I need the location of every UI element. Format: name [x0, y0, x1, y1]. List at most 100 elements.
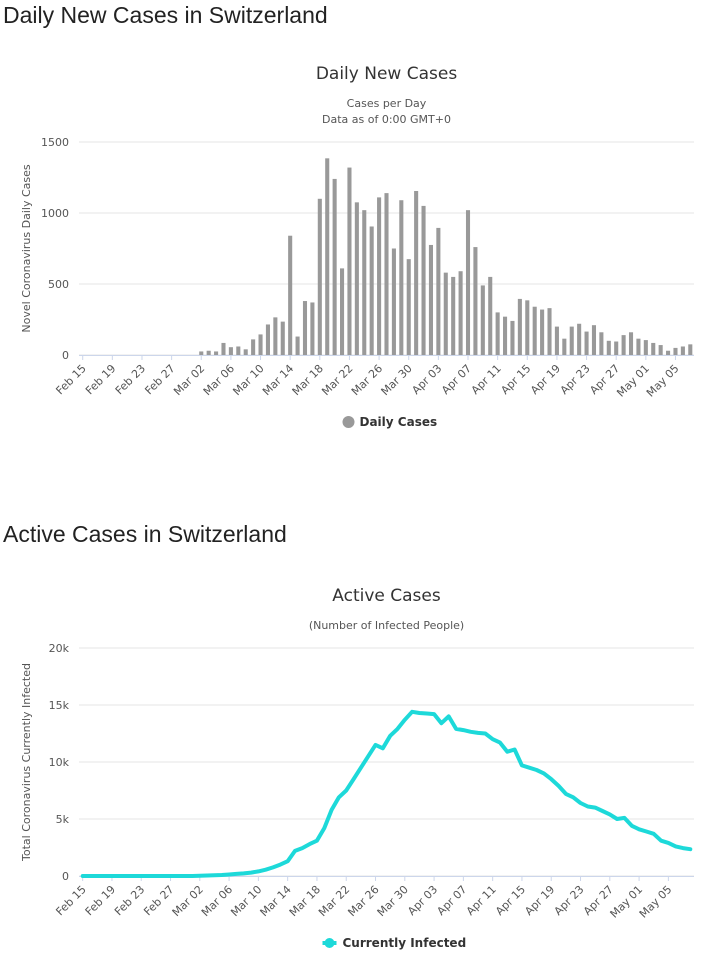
bar — [436, 227, 441, 355]
section-title-active-cases: Active Cases in Switzerland — [3, 521, 287, 547]
bar — [517, 298, 522, 355]
section-title-daily-cases: Daily New Cases in Switzerland — [3, 2, 328, 28]
x-tick-label: Mar 18 — [287, 883, 323, 919]
bar — [525, 300, 530, 355]
bar — [584, 331, 589, 355]
y-tick-label: 20k — [49, 642, 70, 655]
bar — [206, 350, 211, 355]
bar — [614, 341, 619, 355]
bar — [377, 197, 382, 355]
bar — [317, 198, 322, 355]
bar — [547, 308, 552, 355]
bar — [510, 320, 515, 355]
y-axis-title: Novel Coronavirus Daily Cases — [20, 164, 33, 332]
bar — [302, 301, 308, 355]
active-cases-chart: Active Cases (Number of Infected People) 0… — [20, 586, 694, 950]
bar — [228, 347, 233, 355]
x-tick-label: Feb 19 — [83, 362, 118, 397]
x-tick-label: Mar 26 — [345, 883, 381, 919]
bar — [236, 346, 241, 355]
x-tick-label: Apr 19 — [522, 883, 557, 918]
bar — [680, 346, 685, 355]
x-tick-label: Mar 06 — [199, 883, 235, 919]
bar — [273, 317, 278, 355]
bar — [636, 338, 641, 355]
bar — [384, 193, 389, 355]
bar — [569, 326, 574, 355]
bar — [643, 340, 648, 355]
x-tick-label: Mar 18 — [290, 362, 326, 398]
daily-cases-chart: Daily New Cases Cases per Day Data as of 0… — [20, 64, 694, 429]
x-tick-label: Feb 15 — [53, 883, 88, 918]
bar — [465, 210, 471, 355]
bar — [540, 309, 545, 355]
bar — [332, 178, 337, 355]
y-tick-label: 0 — [62, 870, 69, 883]
y-tick-label: 500 — [48, 278, 69, 291]
x-tick-label: Mar 30 — [379, 362, 415, 398]
bar — [451, 276, 456, 355]
bar — [480, 285, 485, 355]
x-tick-label: Apr 23 — [552, 883, 587, 918]
x-tick-label: Apr 11 — [464, 883, 499, 918]
x-tick-label: Apr 15 — [498, 362, 533, 397]
legend-label: Currently Infected — [343, 936, 467, 950]
bar — [673, 347, 678, 355]
bar — [243, 349, 248, 355]
x-tick-label: Mar 10 — [230, 362, 266, 398]
bar — [199, 351, 204, 355]
x-tick-label: Feb 19 — [83, 883, 118, 918]
x-tick-label: Apr 19 — [528, 362, 563, 397]
bar — [606, 340, 611, 355]
x-tick-label: May 05 — [644, 362, 682, 400]
bar — [347, 167, 352, 355]
y-tick-label: 15k — [49, 699, 70, 712]
legend-marker — [324, 938, 335, 948]
bar — [599, 332, 604, 355]
bar — [325, 158, 330, 355]
bar — [265, 324, 270, 355]
y-tick-label: 5k — [56, 813, 70, 826]
x-tick-label: Mar 10 — [228, 883, 264, 919]
bar — [280, 321, 285, 355]
bar — [503, 316, 508, 355]
bar — [488, 276, 493, 355]
x-tick-label: Apr 23 — [558, 362, 593, 397]
bar — [651, 342, 656, 355]
x-tick-label: Mar 14 — [258, 883, 294, 919]
y-tick-label: 1000 — [41, 207, 69, 220]
bar — [251, 339, 256, 355]
x-tick-label: Apr 07 — [439, 362, 474, 397]
bar — [628, 332, 634, 355]
bar — [221, 342, 226, 355]
bar — [214, 351, 219, 355]
x-tick-label: Feb 23 — [113, 362, 148, 397]
y-tick-label: 0 — [62, 349, 69, 362]
bar — [399, 200, 404, 355]
x-tick-label: Feb 23 — [112, 883, 147, 918]
bar — [362, 210, 367, 355]
chart-subtitle: Data as of 0:00 GMT+0 — [322, 113, 451, 126]
x-tick-label: Mar 06 — [201, 362, 237, 398]
legend-marker — [342, 416, 355, 428]
x-tick-label: Mar 02 — [171, 362, 207, 398]
chart-subtitle: (Number of Infected People) — [309, 619, 464, 632]
x-tick-label: Mar 26 — [349, 362, 385, 398]
bar — [658, 345, 663, 355]
bar — [295, 336, 300, 355]
bar — [310, 302, 315, 355]
bar — [288, 235, 293, 355]
x-tick-label: Mar 22 — [316, 883, 352, 919]
x-tick-label: Apr 15 — [493, 883, 528, 918]
x-tick-label: Mar 30 — [375, 883, 411, 919]
series-line — [80, 709, 693, 878]
x-tick-label: Apr 03 — [405, 883, 440, 918]
bar — [621, 335, 626, 355]
bar — [406, 259, 411, 355]
bar — [666, 350, 671, 355]
chart-title: Active Cases — [332, 586, 441, 606]
x-tick-label: Mar 22 — [319, 362, 355, 398]
bar — [554, 326, 559, 355]
x-tick-label: Apr 11 — [469, 362, 504, 397]
bar — [562, 338, 567, 355]
